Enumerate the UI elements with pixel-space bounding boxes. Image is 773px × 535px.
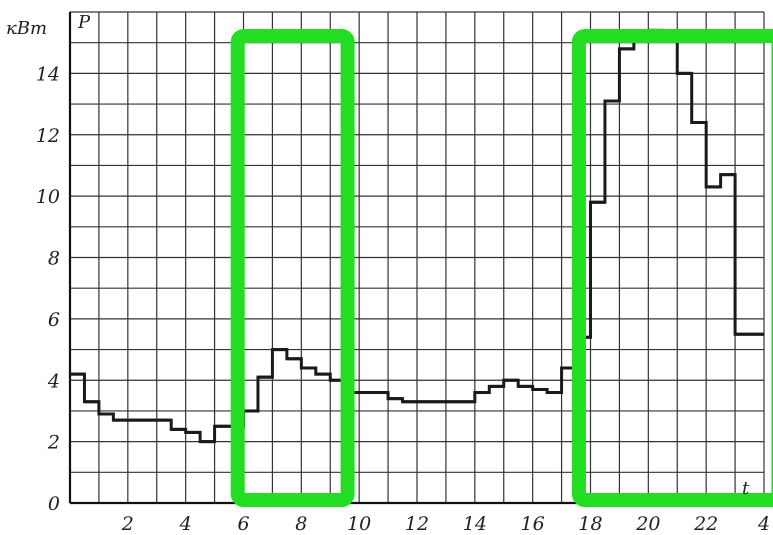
x-tick-label: 8: [295, 513, 307, 535]
x-tick-label: 20: [635, 513, 660, 535]
y-tick-label: 12: [36, 125, 60, 147]
y-tick-label: 4: [47, 370, 60, 392]
x-tick-label: 12: [405, 513, 429, 535]
y-tick-label: 14: [36, 63, 60, 85]
x-tick-label: 6: [237, 513, 249, 535]
highlight-box: [230, 29, 355, 507]
y-axis-unit-label: кВт: [6, 18, 47, 39]
x-tick-label: 22: [693, 513, 718, 535]
y-tick-label: 8: [48, 248, 60, 270]
grid: [69, 11, 765, 504]
y-tick-label: 10: [36, 186, 60, 208]
highlight-layer: [230, 29, 773, 507]
x-tick-label: 16: [521, 513, 545, 535]
x-tick-label: 2: [121, 513, 134, 535]
x-tick-label: 18: [578, 513, 602, 535]
x-tick-label: 10: [347, 513, 371, 535]
tick-labels: 0 2 4 6 8 10 12 14 2 4 6 8 10 12 14 16 18 20 22 4: [36, 63, 770, 535]
x-tick-label: 4: [179, 513, 192, 535]
highlight-box: [571, 29, 773, 507]
y-tick-label: 2: [47, 432, 60, 454]
x-tick-label: 14: [463, 513, 487, 535]
y-tick-label: 0: [48, 493, 60, 515]
x-axis-label: t: [742, 478, 750, 499]
y-tick-label: 6: [48, 309, 60, 331]
y-axis-symbol-label: P: [77, 12, 91, 33]
x-tick-label: 4: [757, 513, 770, 535]
